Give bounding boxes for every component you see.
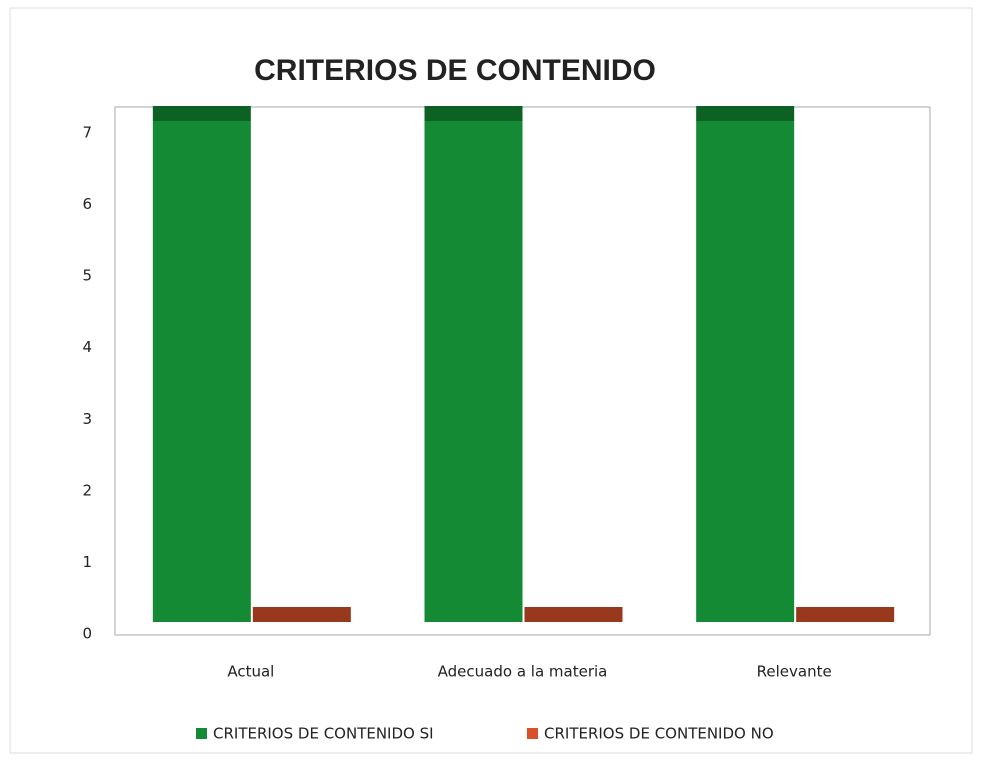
x-tick-label: Adecuado a la materia (438, 663, 608, 681)
bar (696, 121, 795, 622)
bar-top (252, 607, 351, 622)
bar-top (152, 106, 251, 121)
bar-top (524, 607, 623, 622)
y-tick-label: 5 (82, 267, 92, 285)
bar-top (796, 607, 895, 622)
x-tick-label: Actual (227, 663, 274, 681)
y-tick-label: 7 (82, 124, 92, 142)
y-tick-label: 3 (82, 410, 92, 428)
y-tick-label: 6 (82, 195, 92, 213)
bar (152, 121, 251, 622)
chart-title: CRITERIOS DE CONTENIDO (254, 54, 656, 87)
bar-top (424, 106, 523, 121)
y-tick-label: 1 (82, 553, 92, 571)
bar-top (696, 106, 795, 121)
bar (424, 121, 523, 622)
legend-label: CRITERIOS DE CONTENIDO SI (213, 725, 434, 743)
y-tick-label: 0 (82, 625, 92, 643)
legend-swatch (527, 728, 538, 739)
legend-label: CRITERIOS DE CONTENIDO NO (544, 725, 774, 743)
y-tick-label: 4 (82, 338, 92, 356)
legend-swatch (196, 728, 207, 739)
x-tick-label: Relevante (757, 663, 832, 681)
y-tick-label: 2 (82, 481, 92, 499)
